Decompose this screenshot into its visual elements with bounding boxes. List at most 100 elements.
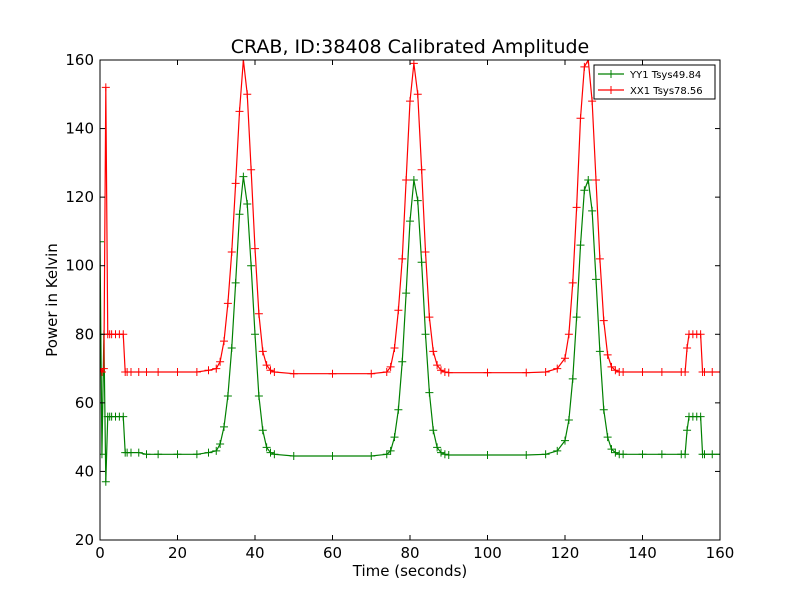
data-point-marker — [216, 357, 225, 366]
data-point-marker — [390, 344, 399, 352]
legend-box — [593, 64, 716, 100]
data-point-marker — [154, 450, 163, 459]
data-point-marker — [204, 448, 213, 457]
data-point-marker — [289, 452, 298, 460]
data-point-marker — [696, 412, 705, 421]
data-point-marker — [681, 450, 690, 459]
data-point-marker — [413, 90, 422, 99]
data-point-marker — [127, 368, 135, 376]
data-point-marker — [657, 368, 666, 376]
x-tick-label: 120 — [551, 544, 580, 562]
data-point-marker — [584, 60, 593, 64]
data-point-marker — [572, 203, 581, 212]
data-point-marker — [220, 422, 228, 431]
data-point-marker — [568, 374, 577, 383]
data-point-marker — [619, 368, 628, 376]
data-point-marker — [522, 368, 531, 377]
data-point-marker — [619, 450, 628, 459]
data-point-marker — [223, 392, 232, 400]
data-point-marker — [247, 165, 256, 174]
x-tick-label: 20 — [168, 544, 187, 562]
data-point-marker — [708, 368, 717, 376]
data-point-marker — [553, 446, 562, 455]
data-point-marker — [220, 337, 228, 346]
data-point-marker — [681, 368, 690, 376]
data-point-marker — [683, 344, 692, 352]
legend-swatch-marker — [607, 86, 615, 94]
data-point-marker — [142, 450, 151, 459]
data-point-marker — [402, 289, 411, 298]
data-point-marker — [696, 330, 705, 339]
data-point-marker — [173, 368, 182, 376]
data-point-marker — [433, 361, 442, 370]
data-point-marker — [657, 450, 666, 459]
data-point-marker — [522, 450, 531, 459]
legend-label: XX1 Tsys78.56 — [630, 86, 703, 97]
y-axis-title: Power in Kelvin — [43, 243, 61, 357]
data-point-marker — [270, 368, 279, 376]
data-point-marker — [239, 172, 248, 181]
data-point-marker — [328, 369, 337, 378]
data-point-marker — [100, 364, 108, 373]
data-point-marker — [580, 186, 589, 195]
data-point-marker — [254, 392, 263, 400]
data-point-marker — [398, 254, 407, 263]
data-point-marker — [603, 350, 612, 359]
data-point-marker — [440, 368, 449, 376]
data-point-marker — [212, 446, 221, 455]
data-point-marker — [127, 448, 135, 457]
data-point-marker — [421, 248, 430, 256]
data-point-marker — [437, 366, 445, 375]
series-1 — [100, 172, 720, 486]
series-line — [100, 60, 720, 375]
data-point-marker — [367, 452, 376, 460]
data-point-marker — [262, 443, 271, 452]
series-2 — [100, 60, 720, 378]
series-layer — [100, 60, 720, 486]
ticks-layer: 0 20 40 60 80 100 120 140 1602040608010012014016… — [65, 51, 734, 562]
data-point-marker — [429, 426, 438, 435]
data-point-marker — [425, 313, 434, 322]
data-point-marker — [270, 450, 279, 459]
data-point-marker — [192, 368, 201, 376]
data-point-marker — [483, 450, 492, 459]
data-point-marker — [564, 416, 573, 424]
data-point-marker — [212, 364, 221, 373]
data-point-marker — [134, 448, 143, 457]
data-point-marker — [101, 83, 110, 92]
data-point-marker — [386, 362, 395, 371]
data-point-marker — [541, 450, 550, 459]
data-point-marker — [417, 165, 426, 174]
data-point-marker — [599, 405, 608, 414]
data-point-marker — [607, 445, 616, 454]
legend-swatch-marker — [607, 70, 615, 78]
y-tick-label: 80 — [75, 325, 94, 343]
data-point-marker — [406, 97, 414, 106]
data-point-marker — [100, 368, 106, 376]
data-point-marker — [231, 179, 240, 188]
y-tick-label: 40 — [75, 462, 94, 480]
x-tick-label: 100 — [473, 544, 502, 562]
data-point-marker — [227, 248, 236, 256]
data-point-marker — [409, 60, 418, 68]
data-point-marker — [607, 362, 616, 371]
y-tick-label: 120 — [65, 188, 94, 206]
data-point-marker — [576, 114, 585, 123]
data-point-marker — [584, 176, 593, 184]
y-tick-label: 140 — [65, 120, 94, 138]
chart-title: CRAB, ID:38408 Calibrated Amplitude — [231, 36, 590, 58]
data-point-marker — [483, 368, 492, 377]
data-point-marker — [382, 450, 391, 459]
data-point-marker — [266, 366, 275, 375]
data-point-marker — [603, 433, 612, 442]
data-point-marker — [247, 261, 256, 270]
data-point-marker — [437, 448, 445, 457]
data-point-marker — [231, 278, 240, 287]
data-point-marker — [716, 368, 720, 376]
data-point-marker — [227, 344, 236, 352]
data-point-marker — [595, 254, 604, 263]
data-point-marker — [576, 241, 585, 250]
data-point-marker — [243, 200, 252, 208]
data-point-marker — [258, 347, 267, 356]
